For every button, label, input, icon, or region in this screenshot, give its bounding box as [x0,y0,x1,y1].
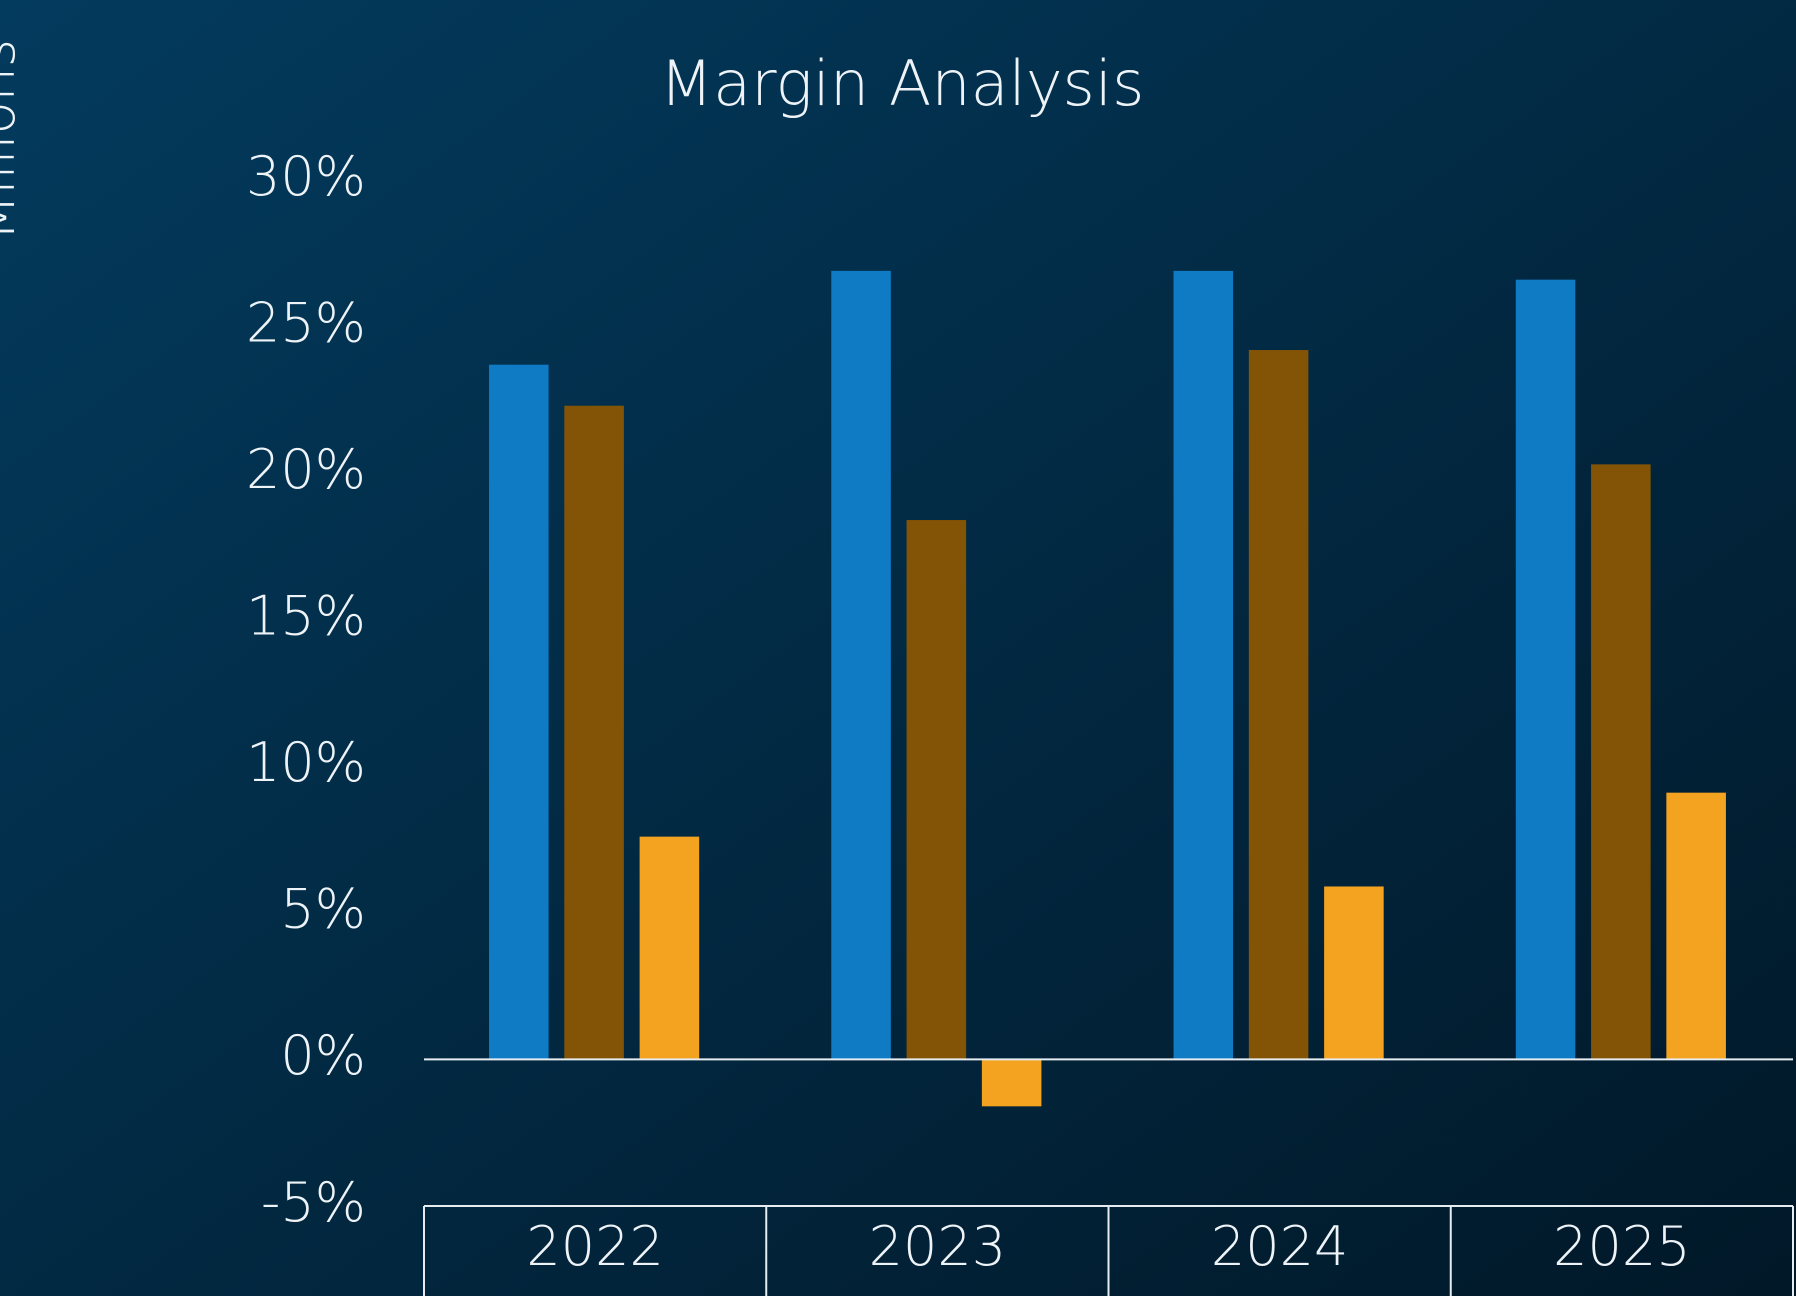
x-tick-label: 2025 [1553,1215,1690,1278]
bar [906,520,967,1060]
y-tick-label: 0% [280,1024,366,1087]
x-tick-label: 2024 [1211,1215,1348,1278]
y-tick-label: 5% [280,878,366,941]
y-tick-label: 20% [246,438,366,501]
bar [831,270,891,1060]
y-tick-label: 30% [246,145,366,208]
bar [1515,279,1576,1060]
bar [1248,350,1309,1060]
bar [1173,270,1234,1060]
x-tick-label: 2023 [869,1215,1006,1278]
bar [1324,886,1384,1060]
y-tick-label: 10% [246,731,366,794]
bar [564,405,624,1060]
x-tick-label: 2022 [526,1215,663,1278]
bar [1591,464,1651,1060]
bar [639,836,700,1060]
y-tick-label: 25% [246,291,366,354]
chart-title: Margin Analysis [660,47,1145,120]
y-tick-label: -5% [261,1171,366,1234]
y-axis-label: Millions [0,39,27,241]
bar [489,364,549,1060]
bar [1666,792,1726,1060]
y-tick-label: 15% [246,584,366,647]
bar [981,1059,1042,1107]
